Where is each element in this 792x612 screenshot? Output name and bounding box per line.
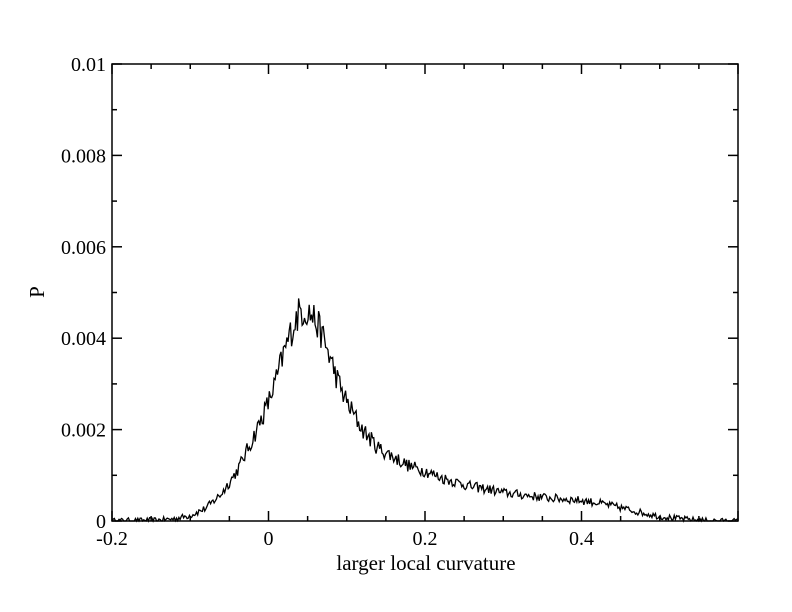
y-tick-label: 0.004	[61, 328, 106, 350]
plot-frame	[111, 63, 739, 522]
x-axis-title: larger local curvature	[336, 551, 515, 575]
y-tick-label: 0.01	[71, 54, 106, 76]
y-tick-label: 0	[96, 511, 106, 533]
y-tick-label: 0.008	[61, 145, 106, 167]
x-tick-label: 0.4	[569, 528, 594, 550]
y-axis-title: P	[25, 286, 49, 298]
series-line	[111, 298, 738, 523]
x-tick-label: 0	[264, 528, 274, 550]
y-tick-label: 0.006	[61, 237, 106, 259]
x-tick-label: 0.2	[413, 528, 438, 550]
y-tick-label: 0.002	[61, 420, 106, 442]
x-tick-label: -0.2	[96, 528, 128, 550]
